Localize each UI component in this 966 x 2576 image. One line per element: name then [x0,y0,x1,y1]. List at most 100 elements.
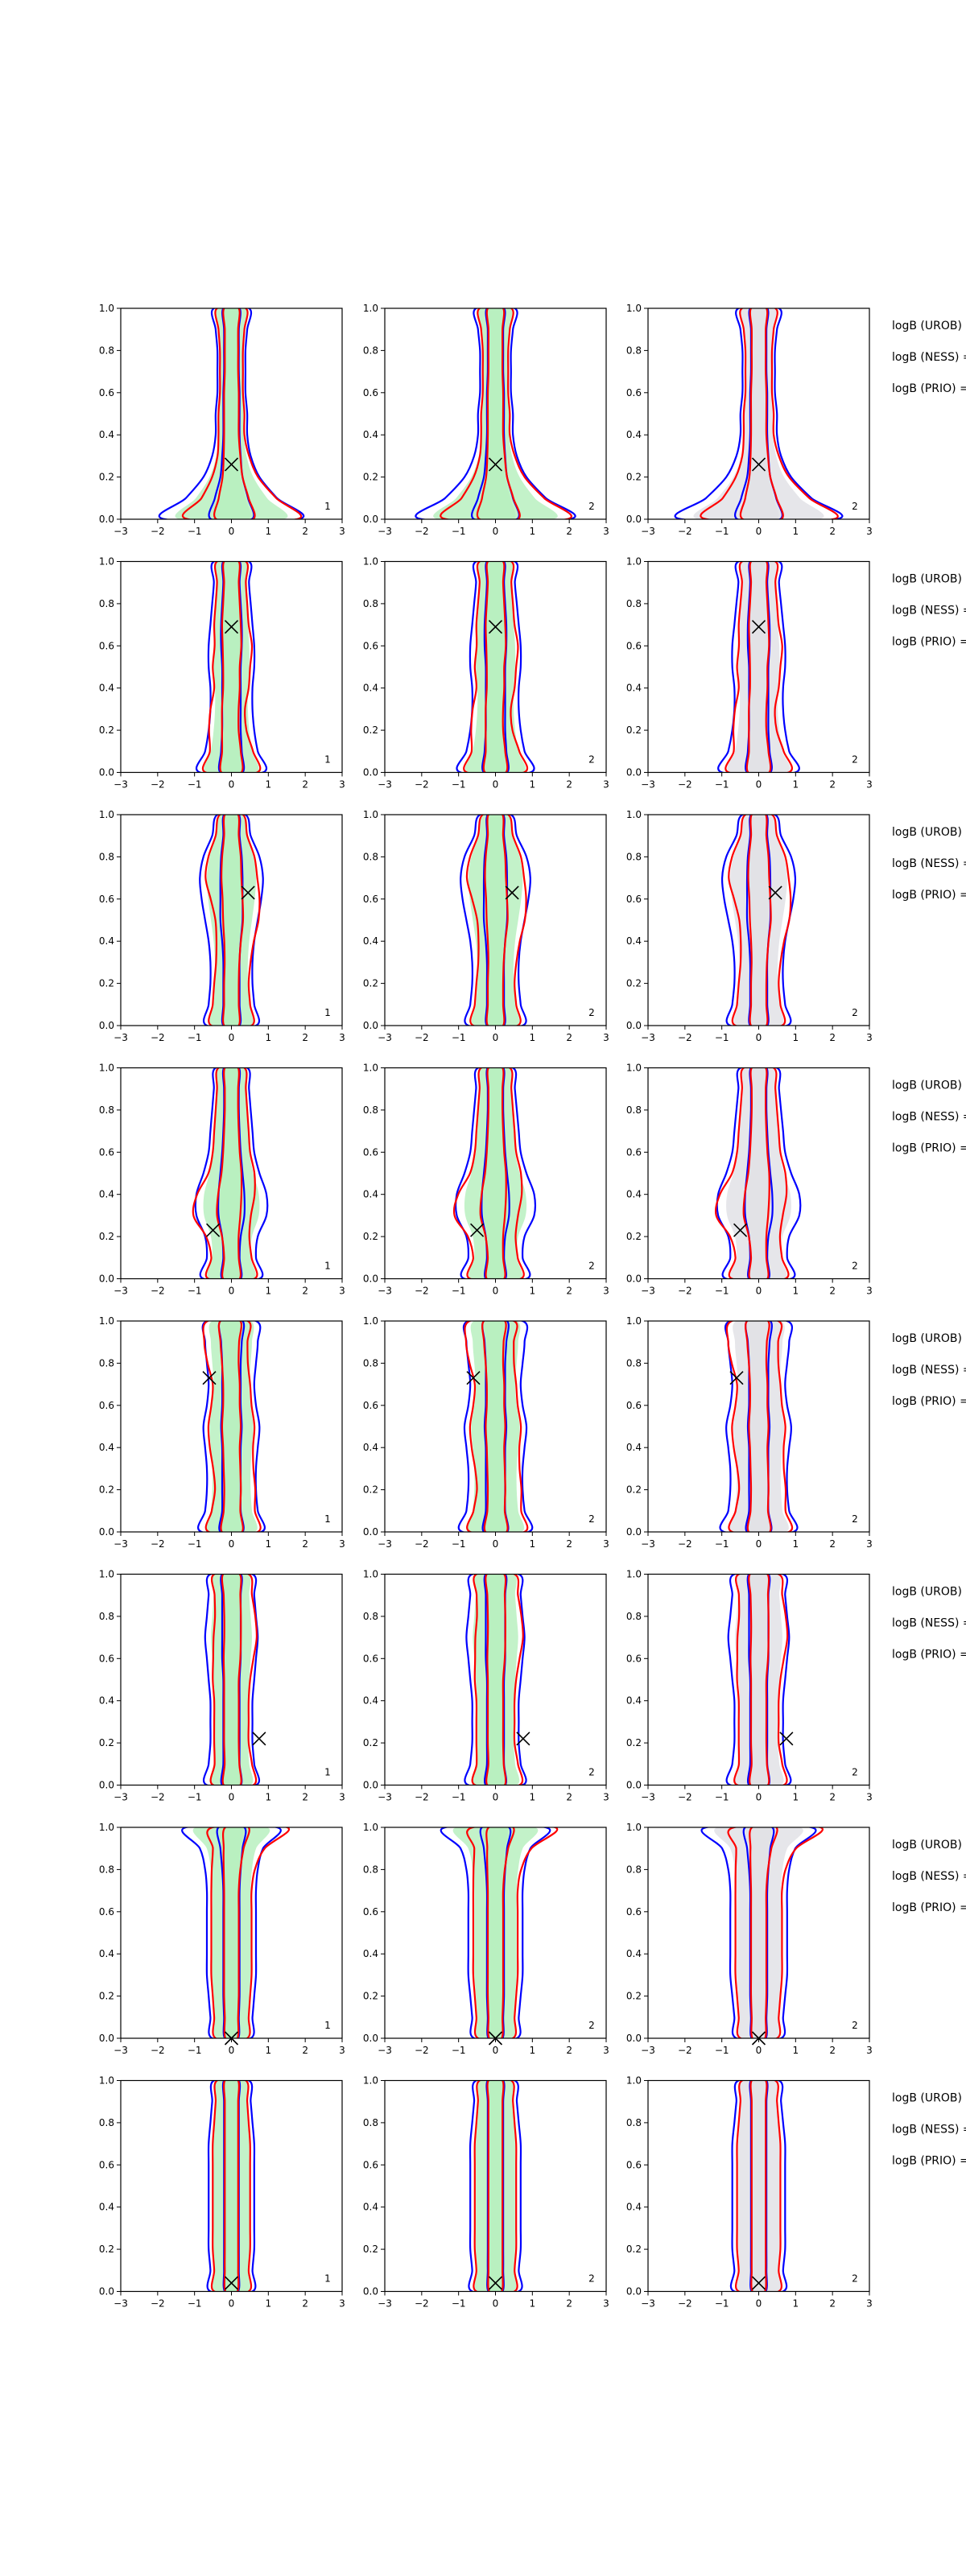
density-core-fill [212,308,251,519]
x-tick-label: −3 [378,526,392,537]
panel-label: 2 [588,2273,595,2285]
y-tick-label: 0.8 [363,1611,378,1622]
y-tick-label: 1.0 [99,809,114,820]
y-tick-label: 0.8 [363,598,378,609]
x-tick-label: 2 [829,779,836,791]
y-tick-label: 0.0 [626,2286,642,2297]
y-tick-label: 1.0 [626,556,642,568]
contour-blue-inner [744,1067,774,1279]
y-tick-label: 0.6 [99,1906,114,1918]
y-tick-label: 0.4 [99,1189,114,1200]
y-tick-label: 0.0 [99,1020,114,1031]
x-tick-label: 0 [756,1792,762,1803]
y-tick-label: 0.8 [99,345,114,356]
y-tick-label: 0.4 [363,935,378,947]
y-tick-label: 1.0 [363,809,378,820]
panel-label: 1 [324,1007,331,1018]
x-tick-label: −1 [452,1286,466,1297]
contour-blue-outer [440,1827,551,2038]
panel-label: 1 [324,1767,331,1778]
y-tick-label: 1.0 [626,1822,642,1833]
y-tick-label: 0.6 [363,894,378,905]
x-tick-label: 1 [793,526,799,537]
y-tick-label: 0.8 [626,1357,642,1368]
contour-red-inner [479,1067,507,1279]
panel-r4-c3: −3 −2 −1 0 1 2 3 0.0 0.2 0.4 0.6 0.8 1.0 2 [626,1063,873,1297]
panel-r2-c3: −3 −2 −1 0 1 2 3 0.0 0.2 0.4 0.6 0.8 1.0 2 [626,556,873,791]
true-value-marker [466,1371,481,1385]
y-tick-label: 1.0 [99,1315,114,1327]
y-tick-label: 0.2 [626,724,642,736]
x-tick-label: −2 [678,2045,692,2056]
y-tick-label: 0.8 [626,598,642,609]
x-tick-label: −1 [715,2045,729,2056]
x-tick-label: −3 [641,526,655,537]
y-tick-label: 0.0 [626,2033,642,2044]
y-tick-label: 0.6 [363,1906,378,1918]
y-tick-label: 0.2 [363,724,378,736]
density-core-fill [483,1067,508,1279]
contour-red-inner [220,815,245,1026]
panel-label: 2 [588,1767,595,1778]
panel-label: 2 [852,1261,858,1272]
contour-red-inner [476,308,521,519]
panel-label: 1 [324,754,331,766]
contour-red-inner [219,561,244,773]
y-tick-label: 0.0 [626,767,642,778]
logB-label: logB (PRIO) = [892,2155,966,2168]
x-tick-label: −1 [188,779,202,791]
x-tick-label: 2 [302,1792,308,1803]
true-value-marker [224,620,239,634]
contour-blue-outer [700,1827,817,2038]
y-tick-label: 0.4 [626,683,642,694]
x-tick-label: −3 [641,779,655,791]
panel-label: 1 [324,1261,331,1272]
x-tick-label: 0 [756,1286,762,1297]
true-value-marker [488,620,503,634]
x-tick-label: 0 [493,2298,499,2310]
x-tick-label: 0 [229,2298,235,2310]
x-tick-label: 3 [603,526,609,537]
y-tick-label: 0.6 [626,1653,642,1664]
x-tick-label: −3 [641,1032,655,1043]
x-tick-label: 0 [229,1792,235,1803]
y-tick-label: 0.4 [363,2202,378,2213]
y-tick-label: 0.2 [99,1484,114,1496]
x-tick-label: −3 [641,2045,655,2056]
x-tick-label: −2 [151,1792,165,1803]
y-tick-label: 0.8 [99,598,114,609]
x-tick-label: 0 [493,1792,499,1803]
x-tick-label: 2 [829,2045,836,2056]
y-tick-label: 0.4 [99,1695,114,1707]
y-tick-label: 0.2 [363,978,378,989]
x-tick-label: 1 [793,2045,799,2056]
panel-label: 2 [588,1007,595,1018]
y-tick-label: 0.4 [626,1189,642,1200]
x-tick-label: −2 [415,2045,429,2056]
logB-labels-row-3: logB (UROB) = logB (NESS) = logB (PRIO) = [892,826,966,902]
y-tick-label: 1.0 [363,2075,378,2087]
x-tick-label: 1 [530,2045,536,2056]
true-value-marker [241,886,255,900]
contour-red-outer [733,1574,789,1785]
y-tick-label: 0.0 [363,1780,378,1791]
x-tick-label: 3 [603,2298,609,2310]
contour-red-outer [727,1827,824,2038]
y-tick-label: 0.6 [99,640,114,651]
x-tick-label: 2 [302,1286,308,1297]
x-tick-label: 1 [793,1792,799,1803]
true-value-marker [729,1371,744,1385]
x-tick-label: 2 [566,1286,572,1297]
x-tick-label: −1 [188,2045,202,2056]
panel-label: 2 [588,2020,595,2031]
x-tick-label: −1 [715,779,729,791]
contour-red-outer [440,308,572,519]
panel-label: 2 [588,1261,595,1272]
y-tick-label: 0.6 [363,1146,378,1158]
true-value-marker [751,2276,766,2290]
y-tick-label: 0.8 [363,2117,378,2128]
x-tick-label: −3 [378,2045,392,2056]
x-tick-label: 0 [229,1538,235,1550]
panel-r6-c3: −3 −2 −1 0 1 2 3 0.0 0.2 0.4 0.6 0.8 1.0 2 [626,1569,873,1803]
contour-red-inner [747,815,772,1026]
